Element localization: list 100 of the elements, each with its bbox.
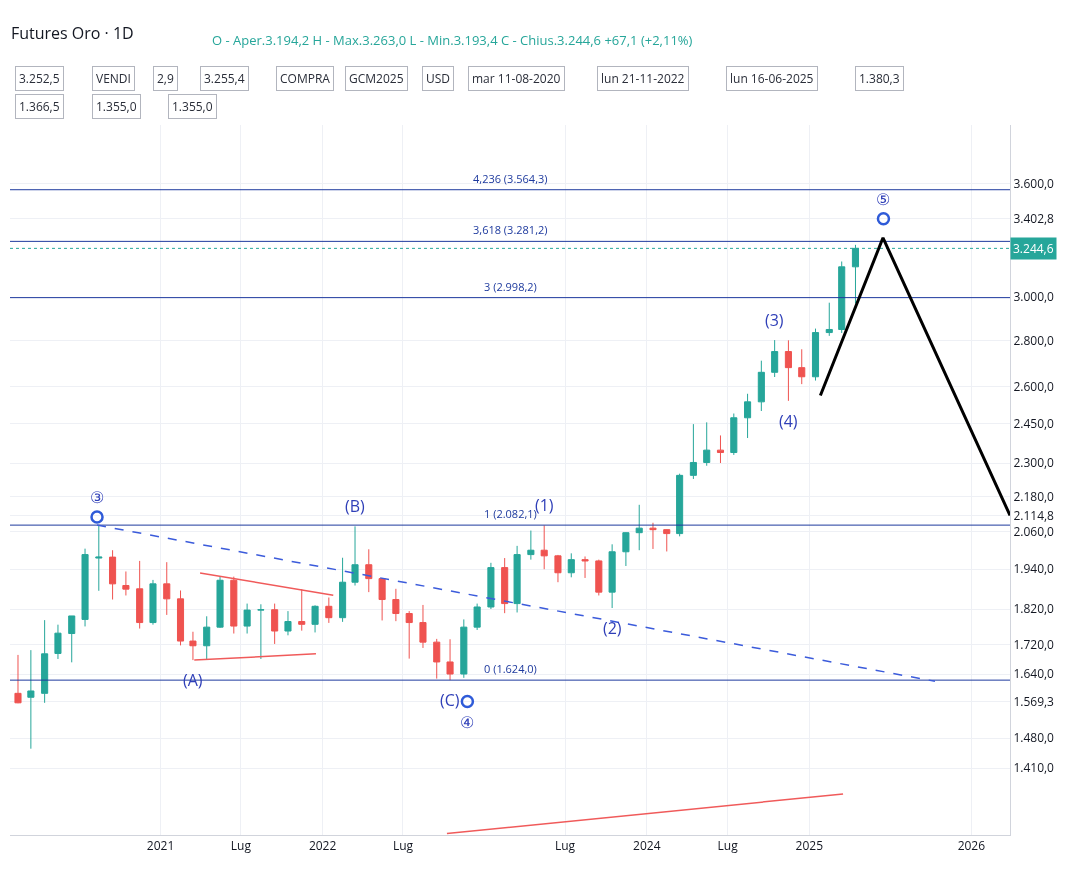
candlestick: [311, 604, 319, 633]
text: 1.355,0: [172, 98, 213, 115]
y-tick-label: 3.402,8: [1013, 209, 1055, 227]
annotation: ⑤: [876, 188, 890, 210]
candlestick: [176, 589, 185, 646]
point: [460, 694, 475, 709]
candlestick: [622, 531, 630, 567]
candlestick: [446, 638, 454, 681]
candlestick: [81, 548, 89, 627]
candlestick: [554, 554, 562, 583]
candlestick: [527, 530, 535, 561]
text: 2,9: [157, 70, 174, 87]
candlestick: [109, 549, 117, 601]
y-tick-label: 2.114,8: [1013, 506, 1055, 524]
candlestick: [716, 434, 725, 464]
ref-line-label: 3.244,6: [1013, 240, 1054, 257]
y-tick-label: 1.569,3: [1013, 692, 1055, 710]
candlestick: [798, 348, 806, 385]
candlestick: [784, 339, 792, 402]
chart-subtitle: O - Aper.3.194,2 H - Max.3.263,0 L - Min.3.193,4 C - Chius.3.244,6 +67,1 (+2,11%): [212, 31, 693, 49]
y-tick-label: 2.800,0: [1013, 331, 1055, 349]
candlestick: [744, 393, 752, 439]
candlestick: [378, 578, 386, 621]
candlestick: [649, 522, 657, 550]
x-tick-label: Lug: [554, 837, 576, 855]
candlestick: [136, 560, 144, 630]
candlestick: [216, 575, 224, 629]
annotation: ③: [90, 486, 104, 508]
candlestick: [68, 615, 76, 663]
text: 1.366,5: [19, 98, 60, 115]
x-tick-label: 2025: [795, 837, 824, 855]
x-tick-label: 2022: [308, 837, 337, 855]
candlestick: [325, 597, 333, 624]
candlestick: [203, 615, 211, 660]
y-tick-label: 1.480,0: [1013, 729, 1055, 747]
candlestick: [54, 624, 62, 660]
candlestick: [243, 603, 251, 635]
candlestick: [676, 473, 684, 537]
x-tick-label: 2021: [146, 837, 175, 855]
x-tick-label: 2026: [957, 837, 986, 855]
annotation: (4): [779, 410, 798, 432]
text: VENDI: [96, 70, 131, 87]
candlestick: [405, 610, 413, 660]
y-tick-label: 1.820,0: [1013, 600, 1055, 618]
candlestick: [257, 603, 265, 660]
annotation: (C): [440, 689, 460, 711]
text: GCM2025: [349, 70, 404, 87]
point: [876, 211, 891, 226]
candlestick: [567, 552, 575, 578]
y-tick-label: 1.720,0: [1013, 635, 1055, 653]
text: USD: [426, 70, 451, 87]
text: 1.380,3: [859, 70, 900, 87]
chart-title: Futures Oro · 1D: [10, 22, 134, 45]
text: lun 16-06-2025: [730, 70, 814, 87]
candlestick: [419, 604, 427, 649]
point: [90, 510, 104, 524]
candlestick: [460, 618, 468, 679]
y-tick-label: 3.600,0: [1013, 174, 1055, 192]
candlestick: [122, 570, 130, 596]
y-tick-label: 3.000,0: [1013, 288, 1055, 306]
candlestick: [501, 557, 509, 614]
annotation: (3): [765, 309, 784, 331]
candlestick: [487, 562, 495, 610]
candlestick: [392, 588, 400, 622]
candlestick: [433, 638, 441, 680]
candlestick: [365, 548, 373, 593]
candlestick: [811, 328, 820, 382]
candlestick: [163, 561, 171, 616]
text: 3.255,4: [204, 70, 245, 87]
candlestick: [730, 413, 738, 456]
x-tick-label: 2024: [633, 837, 661, 855]
y-tick-label: 2.300,0: [1013, 454, 1055, 472]
x-tick-label: Lug: [230, 837, 252, 855]
candlestick: [95, 524, 103, 592]
candlestick: [284, 610, 292, 636]
text: 1.355,0: [96, 98, 137, 115]
y-tick-label: 1.940,0: [1013, 560, 1055, 578]
ref-line-label: 3,618 (3.281,2): [473, 222, 548, 237]
candlestick: [838, 260, 846, 334]
annotation: ④: [460, 711, 474, 733]
candlestick: [703, 421, 711, 467]
candlestick: [513, 545, 521, 613]
y-tick-label: 1.410,0: [1013, 759, 1055, 777]
y-tick-label: 1.640,0: [1013, 665, 1055, 683]
candlestick: [14, 654, 22, 704]
y-tick-label: 2.060,0: [1013, 522, 1055, 540]
candlestick: [771, 339, 779, 378]
y-tick-label: 2.450,0: [1013, 414, 1055, 432]
y-tick-label: 2.600,0: [1013, 377, 1055, 395]
ref-line-label: 0 (1.624,0): [484, 661, 537, 676]
candlestick: [689, 423, 697, 480]
annotation: (2): [603, 617, 622, 639]
candlestick: [581, 555, 589, 579]
candlestick: [41, 619, 49, 704]
candlestick: [271, 603, 279, 645]
candlestick: [663, 528, 671, 552]
x-tick-label: Lug: [717, 837, 739, 855]
candlestick: [825, 302, 833, 337]
text: mar 11-08-2020: [472, 70, 561, 87]
candlestick: [595, 559, 603, 596]
